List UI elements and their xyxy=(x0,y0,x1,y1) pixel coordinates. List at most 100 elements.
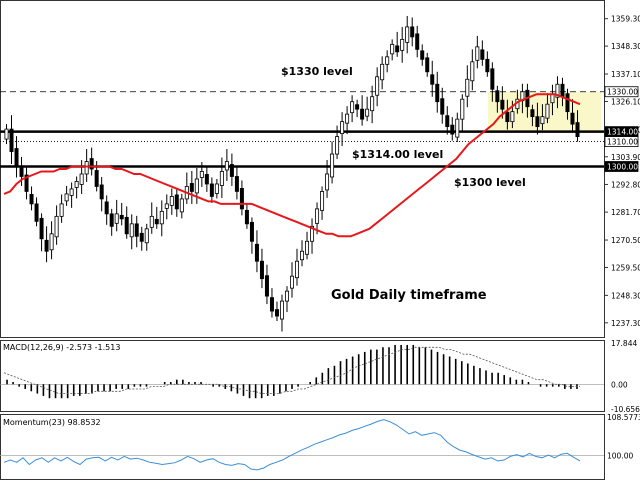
candle-body xyxy=(129,223,134,238)
candle-body xyxy=(310,225,315,242)
candle-body xyxy=(385,56,390,65)
candle-body xyxy=(179,198,184,213)
candle-body xyxy=(194,178,199,194)
candle-body xyxy=(264,275,269,297)
candle-body xyxy=(144,228,149,244)
candle-body xyxy=(209,183,214,197)
macd-signal-line xyxy=(3,346,580,394)
annotation-1330-level: $1330 level xyxy=(281,65,353,78)
candle-body xyxy=(254,243,259,262)
candle-body xyxy=(34,203,39,222)
candle-body xyxy=(9,128,14,152)
price-panel xyxy=(0,0,605,338)
price-tick-label: 1348.30 xyxy=(611,42,640,51)
candle-body xyxy=(274,309,279,317)
candle-body xyxy=(139,232,144,242)
macd-panel xyxy=(0,340,605,412)
candle-body xyxy=(279,300,284,320)
candle-body xyxy=(390,43,395,55)
candle-body xyxy=(480,49,485,60)
candle-body xyxy=(550,93,555,104)
candle-body xyxy=(320,191,325,211)
macd-tick-label: -10.656 xyxy=(611,405,640,414)
candle-body xyxy=(189,183,194,192)
price-level-label: 1314.00 xyxy=(607,128,638,137)
candle-body xyxy=(510,111,515,123)
candle-body xyxy=(365,108,370,117)
candle-body xyxy=(315,208,320,224)
candle-body xyxy=(219,171,224,186)
candle-body xyxy=(330,153,335,178)
candle-body xyxy=(420,50,425,60)
candle-body xyxy=(440,98,445,115)
candle-body xyxy=(300,250,305,261)
price-tick-label: 1337.10 xyxy=(611,70,640,79)
candle-body xyxy=(199,171,204,178)
candle-body xyxy=(64,193,69,202)
candle-body xyxy=(340,121,345,135)
chart-title: Gold Daily timeframe xyxy=(331,288,487,303)
candle-body xyxy=(545,103,550,119)
candle-body xyxy=(124,216,129,235)
price-tick-label: 1359.30 xyxy=(611,15,640,24)
price-level-box xyxy=(604,161,639,172)
candle-body xyxy=(415,33,420,50)
macd-axis: 17.844 0.00 -10.656 xyxy=(611,339,640,414)
price-tick-label: 1248.30 xyxy=(611,291,640,300)
price-tick-label: 1326.10 xyxy=(611,97,640,106)
candle-body xyxy=(39,217,44,240)
candle-body xyxy=(94,170,99,187)
candle-body xyxy=(570,112,575,125)
momentum-line xyxy=(3,419,581,471)
candle-body xyxy=(405,26,410,43)
candle-body xyxy=(249,221,254,242)
candle-body xyxy=(400,38,405,51)
candle-body xyxy=(159,210,164,225)
candle-body xyxy=(540,116,545,125)
candle-body xyxy=(214,183,219,194)
candle-body xyxy=(475,46,480,61)
candle-body xyxy=(495,90,500,103)
candlestick-series xyxy=(4,15,580,332)
candle-body xyxy=(69,188,74,196)
price-tick-label: 1292.80 xyxy=(611,180,640,189)
candle-body xyxy=(224,161,229,171)
candle-body xyxy=(119,214,124,220)
candle-body xyxy=(99,184,104,200)
candle-body xyxy=(535,116,540,128)
candle-body xyxy=(355,104,360,110)
candle-body xyxy=(350,101,355,114)
candle-body xyxy=(500,99,505,110)
candle-body xyxy=(430,74,435,85)
annotation-1314-level: $1314.00 level xyxy=(352,148,443,161)
candle-body xyxy=(109,213,114,227)
candle-body xyxy=(29,194,34,205)
candle-body xyxy=(345,113,350,124)
candle-body xyxy=(44,239,49,252)
candle-body xyxy=(555,83,560,98)
price-level-label: 1300.00 xyxy=(607,163,638,172)
candle-body xyxy=(174,194,179,210)
macd-tick-label: 17.844 xyxy=(611,339,637,348)
candle-body xyxy=(410,26,415,38)
candle-body xyxy=(204,174,209,185)
macd-tick-label: 0.00 xyxy=(611,380,628,389)
candle-body xyxy=(154,218,159,225)
annotation-1300-level: $1300 level xyxy=(454,176,526,189)
candle-body xyxy=(360,108,365,120)
candle-body xyxy=(49,233,54,251)
momentum-tick-label: 100.00 xyxy=(607,452,633,461)
candle-body xyxy=(169,196,174,206)
candle-body xyxy=(305,240,310,255)
candle-body xyxy=(490,68,495,90)
candle-body xyxy=(239,188,244,210)
candle-body xyxy=(455,118,460,138)
candle-body xyxy=(104,201,109,215)
candle-body xyxy=(375,76,380,96)
candle-body xyxy=(435,83,440,103)
price-tick-label: 1237.30 xyxy=(611,319,640,328)
candle-body xyxy=(269,297,274,312)
